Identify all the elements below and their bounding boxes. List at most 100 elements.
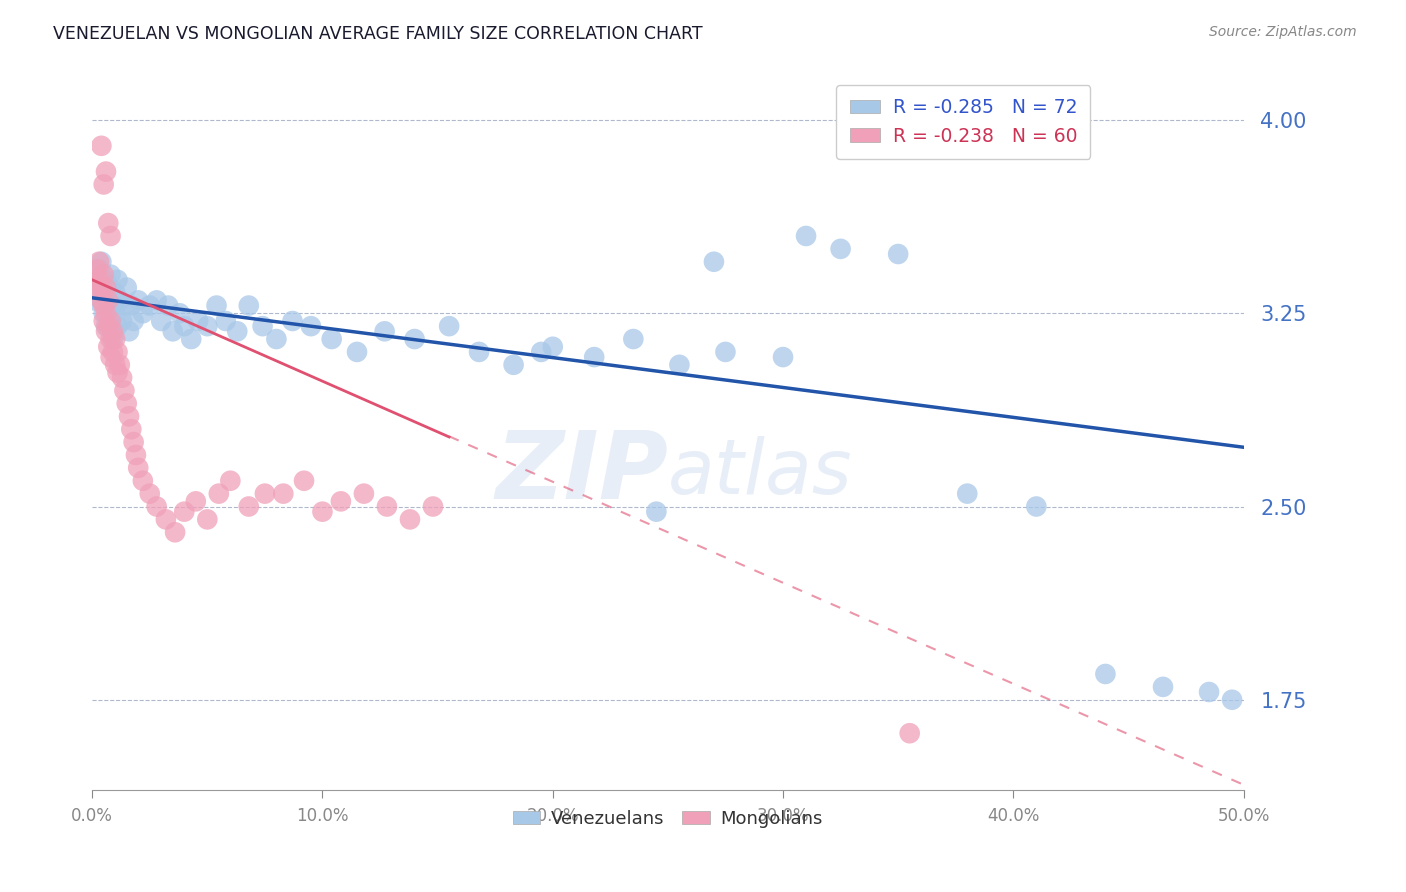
Point bbox=[86, 273, 108, 287]
Point bbox=[299, 319, 322, 334]
Point bbox=[101, 324, 124, 338]
Point bbox=[93, 268, 115, 282]
Point bbox=[107, 366, 129, 380]
Point bbox=[86, 262, 108, 277]
Point bbox=[118, 409, 141, 424]
Point bbox=[120, 299, 142, 313]
Point bbox=[772, 350, 794, 364]
Point bbox=[107, 345, 129, 359]
Point bbox=[468, 345, 491, 359]
Point bbox=[101, 299, 124, 313]
Point bbox=[195, 512, 218, 526]
Point bbox=[346, 345, 368, 359]
Point bbox=[93, 314, 115, 328]
Point bbox=[107, 319, 129, 334]
Point bbox=[374, 324, 396, 338]
Text: Source: ZipAtlas.com: Source: ZipAtlas.com bbox=[1209, 25, 1357, 39]
Point bbox=[205, 299, 228, 313]
Point bbox=[956, 486, 979, 500]
Point bbox=[111, 370, 134, 384]
Point bbox=[530, 345, 553, 359]
Point bbox=[145, 293, 167, 308]
Point bbox=[97, 277, 120, 292]
Point bbox=[94, 306, 117, 320]
Point bbox=[273, 486, 295, 500]
Point bbox=[104, 332, 127, 346]
Point bbox=[238, 500, 260, 514]
Point bbox=[132, 306, 155, 320]
Point bbox=[100, 314, 122, 328]
Point bbox=[101, 332, 124, 346]
Point bbox=[94, 288, 117, 302]
Point bbox=[86, 280, 108, 294]
Point bbox=[120, 422, 142, 436]
Text: ZIP: ZIP bbox=[495, 426, 668, 518]
Point bbox=[104, 358, 127, 372]
Point bbox=[1025, 500, 1047, 514]
Point bbox=[703, 254, 725, 268]
Point bbox=[111, 314, 134, 328]
Point bbox=[93, 306, 115, 320]
Point bbox=[162, 324, 184, 338]
Text: atlas: atlas bbox=[668, 435, 852, 509]
Point bbox=[97, 216, 120, 230]
Point bbox=[1094, 667, 1116, 681]
Point bbox=[321, 332, 343, 346]
Point bbox=[100, 319, 122, 334]
Point bbox=[329, 494, 352, 508]
Point bbox=[101, 345, 124, 359]
Point bbox=[541, 340, 564, 354]
Point bbox=[399, 512, 422, 526]
Point bbox=[187, 314, 209, 328]
Point bbox=[94, 280, 117, 294]
Point bbox=[104, 285, 127, 300]
Point bbox=[93, 299, 115, 313]
Point bbox=[238, 299, 260, 313]
Point bbox=[108, 358, 131, 372]
Point bbox=[139, 486, 162, 500]
Point bbox=[180, 332, 202, 346]
Point bbox=[208, 486, 231, 500]
Point bbox=[1220, 692, 1243, 706]
Point bbox=[112, 384, 135, 398]
Point bbox=[127, 293, 149, 308]
Point bbox=[90, 280, 112, 294]
Point bbox=[100, 229, 122, 244]
Point bbox=[165, 525, 187, 540]
Point bbox=[122, 314, 145, 328]
Point bbox=[115, 280, 138, 294]
Point bbox=[97, 319, 120, 334]
Point bbox=[100, 268, 122, 282]
Point bbox=[87, 254, 110, 268]
Point bbox=[253, 486, 276, 500]
Point bbox=[226, 324, 249, 338]
Point bbox=[1152, 680, 1174, 694]
Point bbox=[83, 293, 105, 308]
Point bbox=[97, 293, 120, 308]
Point bbox=[645, 505, 668, 519]
Point bbox=[115, 396, 138, 410]
Point bbox=[118, 324, 141, 338]
Point bbox=[215, 314, 238, 328]
Point bbox=[100, 332, 122, 346]
Point bbox=[112, 299, 135, 313]
Point bbox=[93, 178, 115, 192]
Point bbox=[90, 254, 112, 268]
Point bbox=[887, 247, 910, 261]
Point bbox=[266, 332, 288, 346]
Point bbox=[87, 262, 110, 277]
Point bbox=[145, 500, 167, 514]
Point bbox=[252, 319, 274, 334]
Point bbox=[93, 273, 115, 287]
Point bbox=[83, 273, 105, 287]
Point bbox=[898, 726, 921, 740]
Point bbox=[155, 512, 177, 526]
Point bbox=[375, 500, 398, 514]
Point bbox=[173, 505, 195, 519]
Point bbox=[404, 332, 426, 346]
Point bbox=[437, 319, 460, 334]
Point bbox=[422, 500, 444, 514]
Point bbox=[353, 486, 375, 500]
Point bbox=[107, 273, 129, 287]
Point bbox=[169, 306, 191, 320]
